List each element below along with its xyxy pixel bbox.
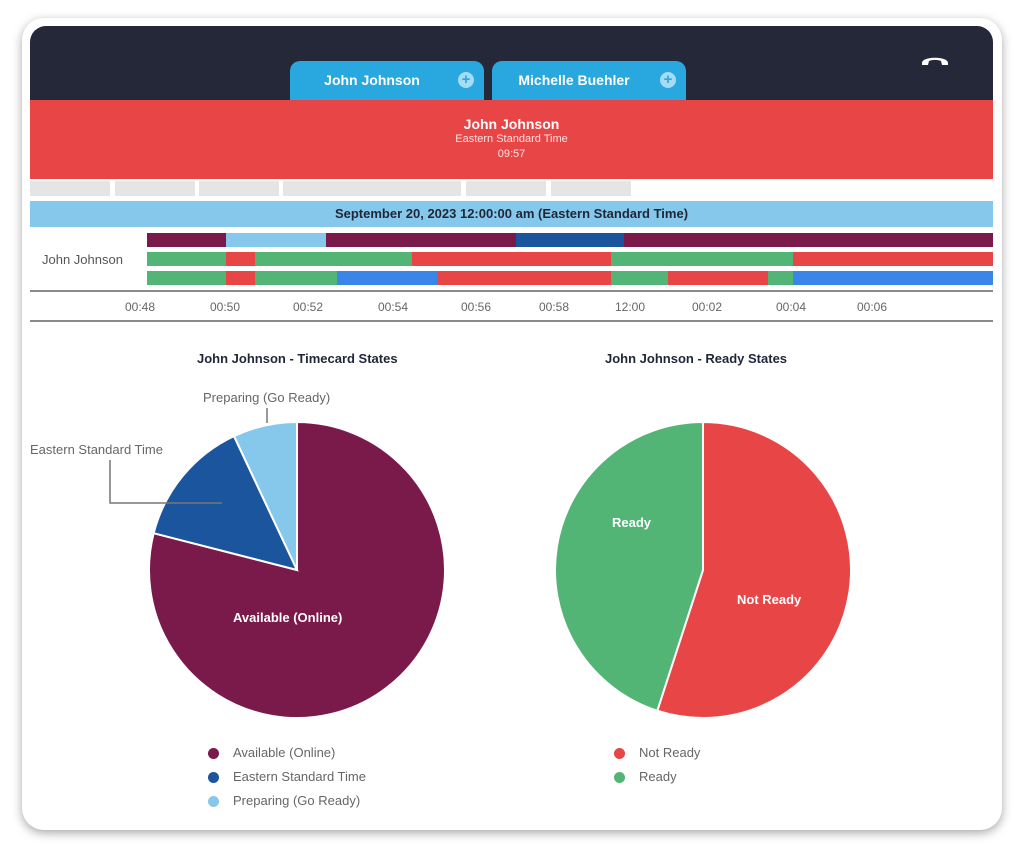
slice-label-not-ready: Not Ready [737, 592, 802, 607]
timeline-segment [226, 252, 255, 266]
placeholder-bar [115, 181, 195, 196]
pie-slice-ready [554, 420, 704, 713]
timeline-segment [793, 271, 993, 285]
slice-label-ready: Ready [612, 515, 652, 530]
app-window: John Johnson + Michelle Buehler + John J… [22, 18, 1002, 830]
callout-eastern: Eastern Standard Time [30, 442, 163, 457]
timeline-segment [668, 271, 768, 285]
time-tick: 00:56 [460, 300, 492, 314]
timeline-segment [226, 271, 255, 285]
agent-name: John Johnson [42, 252, 123, 267]
plus-circle-icon[interactable]: + [660, 72, 676, 88]
timeline-segment [611, 271, 668, 285]
legend-label: Ready [639, 769, 677, 784]
timeline-segment [255, 271, 337, 285]
legend-label: Available (Online) [233, 745, 336, 760]
timeline-segment [516, 233, 624, 247]
legend-dot [614, 748, 625, 759]
legend-dot [208, 772, 219, 783]
time-tick: 12:00 [614, 300, 646, 314]
time-tick: 00:54 [377, 300, 409, 314]
time-tick: 00:52 [292, 300, 324, 314]
pie-slice-not-ready [656, 420, 852, 719]
timeline-segment [326, 233, 516, 247]
timeline-segment [147, 252, 226, 266]
timeline-segment [611, 252, 793, 266]
pie-ready [554, 420, 852, 719]
tab-michelle-buehler[interactable]: Michelle Buehler + [492, 61, 686, 100]
legend-label: Preparing (Go Ready) [233, 793, 361, 808]
time-tick: 00:58 [538, 300, 570, 314]
caller-time: 09:57 [497, 148, 526, 160]
legend-dot [614, 772, 625, 783]
legend-label: Eastern Standard Time [233, 769, 366, 784]
chart-title-timecard: John Johnson - Timecard States [197, 351, 398, 366]
time-tick: 00:06 [856, 300, 888, 314]
placeholder-bar [283, 181, 461, 196]
caller-banner: John Johnson Eastern Standard Time 09:57 [30, 100, 993, 179]
placeholder-bar [30, 181, 110, 196]
pie-slice-eastern-standard-time [152, 434, 299, 572]
time-tick: 00:50 [209, 300, 241, 314]
timeline-divider [30, 290, 993, 292]
timeline-axis-line [30, 320, 993, 322]
timeline-segment [147, 271, 226, 285]
legend-dot [208, 748, 219, 759]
timeline-segment [793, 252, 993, 266]
callout-preparing: Preparing (Go Ready) [203, 390, 331, 405]
chart-title-ready: John Johnson - Ready States [605, 351, 788, 366]
caller-name: John Johnson [463, 116, 560, 132]
legend-label: Not Ready [639, 745, 701, 760]
time-tick: 00:02 [691, 300, 723, 314]
timeline-segment [437, 271, 611, 285]
timeline-segment [412, 252, 611, 266]
time-tick: 00:48 [124, 300, 156, 314]
timeline-segment [147, 233, 226, 247]
placeholder-bar [199, 181, 279, 196]
slice-label-available: Available (Online) [233, 610, 343, 625]
timeline-segment [226, 233, 326, 247]
placeholder-bar [551, 181, 631, 196]
timeline-segment [768, 271, 793, 285]
timeline-segment [255, 252, 412, 266]
date-bar: September 20, 2023 12:00:00 am (Eastern … [30, 201, 993, 227]
placeholder-bar [466, 181, 546, 196]
timeline-segment [624, 233, 993, 247]
caller-timezone: Eastern Standard Time [455, 133, 568, 145]
pie-slice-preparing-go-ready [232, 420, 298, 571]
pie-timecard [148, 420, 446, 719]
timeline-segment [337, 271, 437, 285]
plus-circle-icon[interactable]: + [458, 72, 474, 88]
tab-john-johnson[interactable]: John Johnson + [290, 61, 484, 100]
tab-label: Michelle Buehler [518, 72, 630, 88]
phone-hangup-icon[interactable] [920, 54, 950, 68]
tab-label: John Johnson [324, 72, 420, 88]
callout-lines [109, 408, 268, 504]
legend-dot [208, 796, 219, 807]
time-tick: 00:04 [775, 300, 807, 314]
